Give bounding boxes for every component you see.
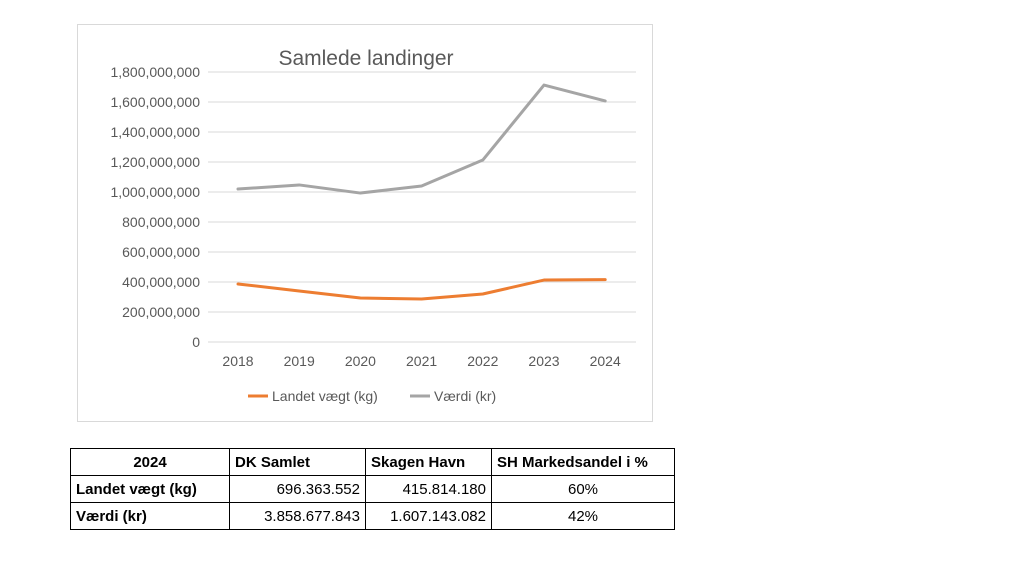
- x-tick-label: 2022: [467, 353, 498, 369]
- y-tick-label: 1,600,000,000: [110, 94, 200, 110]
- table-cell: 415.814.180: [365, 475, 492, 503]
- line-chart: Samlede landinger 0 200,000,000 400,000,000…: [110, 47, 636, 404]
- y-tick-label: 1,200,000,000: [110, 154, 200, 170]
- table-header-cell: SH Markedsandel i %: [491, 448, 675, 476]
- chart-container: Samlede landinger 0 200,000,000 400,000,000…: [77, 24, 653, 422]
- table-cell: 1.607.143.082: [365, 502, 492, 530]
- y-tick-label: 200,000,000: [122, 304, 200, 320]
- series-line-1: [236, 83, 607, 195]
- table-cell: 3.858.677.843: [229, 502, 366, 530]
- x-tick-label: 2019: [284, 353, 315, 369]
- x-tick-label: 2024: [590, 353, 621, 369]
- x-tick-label: 2018: [222, 353, 253, 369]
- table-header-cell: 2024: [70, 448, 230, 476]
- series-line-0: [236, 278, 607, 301]
- y-tick-label: 0: [192, 334, 200, 350]
- table-cell: 42%: [491, 502, 675, 530]
- y-tick-label: 1,800,000,000: [110, 64, 200, 80]
- y-tick-label: 1,000,000,000: [110, 184, 200, 200]
- legend-label: Landet vægt (kg): [272, 388, 378, 404]
- row-label: Landet vægt (kg): [70, 475, 230, 503]
- table-row: Værdi (kr) 3.858.677.843 1.607.143.082 4…: [70, 502, 675, 530]
- row-label: Værdi (kr): [70, 502, 230, 530]
- x-tick-label: 2023: [528, 353, 559, 369]
- table-header-cell: DK Samlet: [229, 448, 366, 476]
- table-header-cell: Skagen Havn: [365, 448, 492, 476]
- table-cell: 696.363.552: [229, 475, 366, 503]
- chart-title: Samlede landinger: [278, 47, 453, 70]
- x-tick-label: 2020: [345, 353, 376, 369]
- y-tick-label: 1,400,000,000: [110, 124, 200, 140]
- x-tick-label: 2021: [406, 353, 437, 369]
- table-cell: 60%: [491, 475, 675, 503]
- summary-table: 2024 DK Samlet Skagen Havn SH Markedsand…: [70, 448, 675, 530]
- y-tick-label: 400,000,000: [122, 274, 200, 290]
- y-tick-label: 800,000,000: [122, 214, 200, 230]
- legend-label: Værdi (kr): [434, 388, 496, 404]
- table-header-row: 2024 DK Samlet Skagen Havn SH Markedsand…: [70, 448, 675, 476]
- table-row: Landet vægt (kg) 696.363.552 415.814.180…: [70, 475, 675, 503]
- y-tick-label: 600,000,000: [122, 244, 200, 260]
